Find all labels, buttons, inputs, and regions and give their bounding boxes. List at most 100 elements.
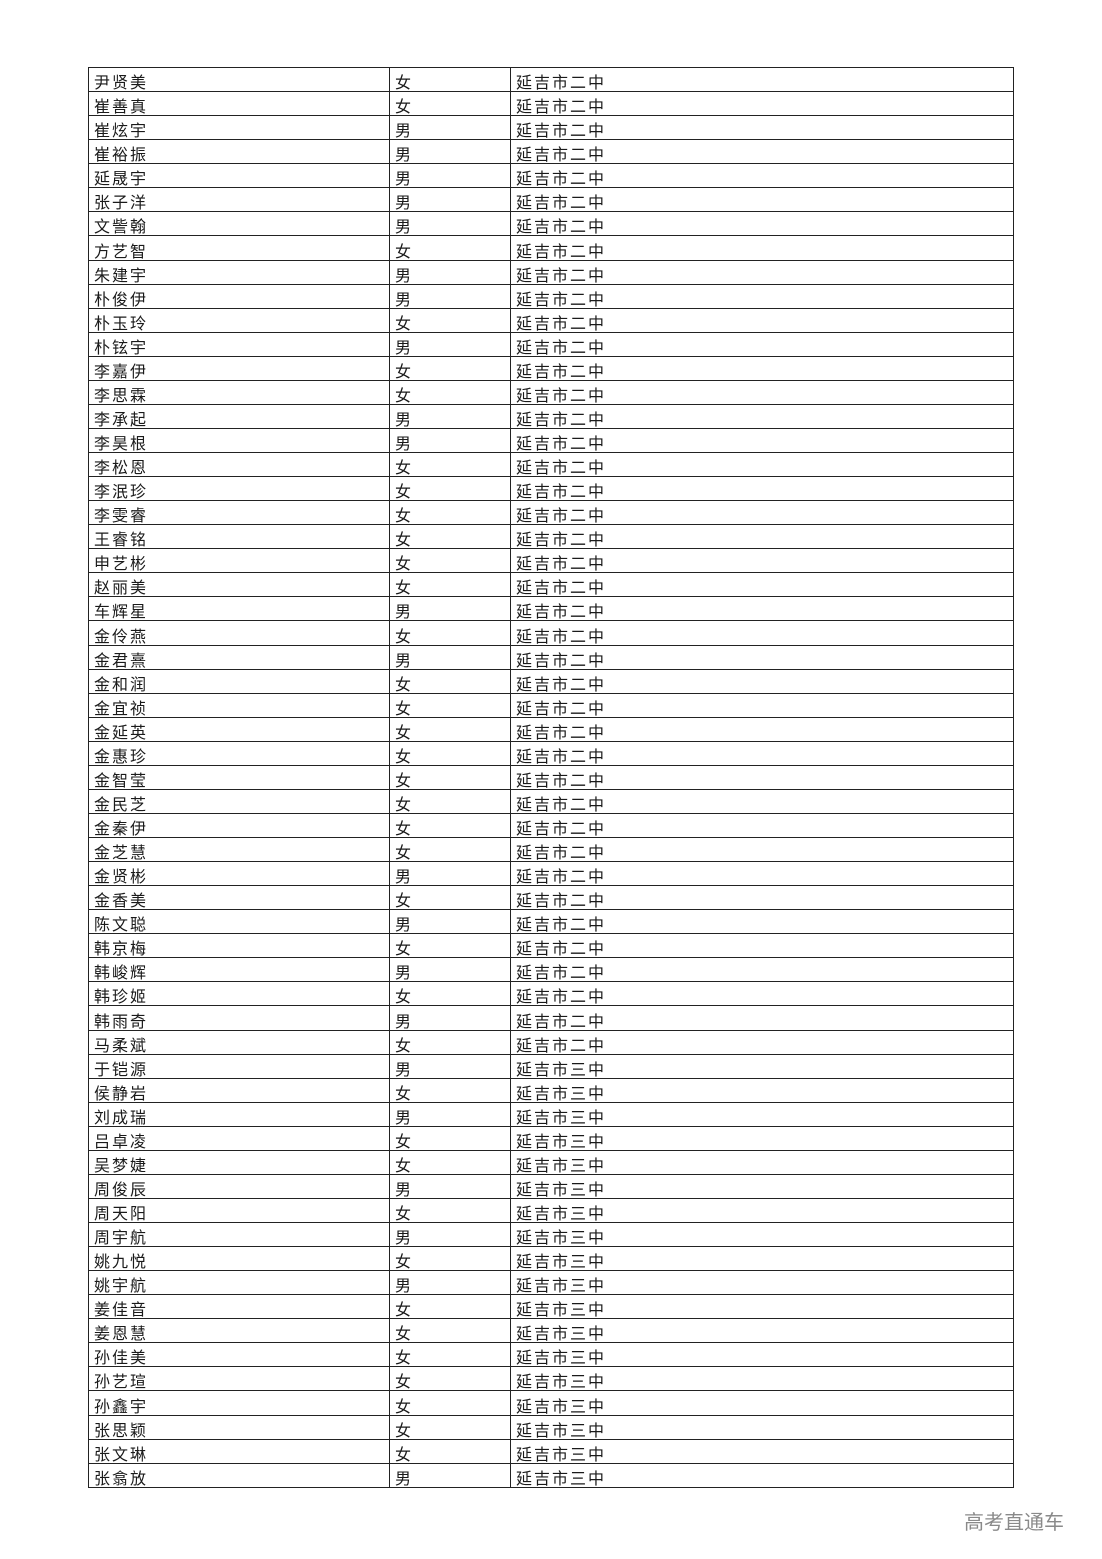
school-cell: 延吉市二中 — [510, 1029, 1014, 1055]
name-cell: 李昊根 — [88, 427, 390, 454]
table-row: 姚九悦女延吉市三中 — [88, 1246, 1014, 1272]
gender-cell: 女 — [389, 235, 511, 261]
watermark: 高考直通车 — [964, 1510, 1064, 1534]
table-row: 崔善真女延吉市二中 — [88, 91, 1014, 117]
name-cell: 周宇航 — [88, 1221, 390, 1248]
table-row: 吕卓凌女延吉市三中 — [88, 1125, 1014, 1151]
school-cell: 延吉市二中 — [510, 716, 1014, 742]
gender-cell: 女 — [389, 692, 511, 718]
table-row: 侯静岩女延吉市三中 — [88, 1077, 1014, 1103]
gender-cell: 女 — [389, 355, 511, 381]
gender-cell: 男 — [389, 331, 511, 357]
gender-cell: 男 — [389, 596, 511, 622]
table-row: 金惠珍女延吉市二中 — [88, 740, 1014, 766]
school-cell: 延吉市三中 — [510, 1390, 1014, 1416]
name-cell: 金和润 — [88, 668, 390, 694]
table-row: 姚宇航男延吉市三中 — [88, 1270, 1014, 1296]
name-cell: 金伶燕 — [88, 620, 390, 646]
table-row: 金芝慧女延吉市二中 — [88, 836, 1014, 863]
name-cell: 姜恩慧 — [88, 1318, 390, 1344]
table-row: 金君熹男延吉市二中 — [88, 644, 1014, 670]
name-cell: 孙鑫宇 — [88, 1390, 390, 1416]
gender-cell: 女 — [389, 524, 511, 550]
school-cell: 延吉市二中 — [510, 187, 1014, 213]
gender-cell: 女 — [389, 1366, 511, 1392]
gender-cell: 女 — [389, 1197, 511, 1224]
school-cell: 延吉市三中 — [510, 1125, 1014, 1151]
school-cell: 延吉市三中 — [510, 1077, 1014, 1103]
gender-cell: 女 — [389, 307, 511, 333]
table-row: 周俊辰男延吉市三中 — [88, 1173, 1014, 1199]
gender-cell: 男 — [389, 1221, 511, 1248]
table-row: 金民芝女延吉市二中 — [88, 788, 1014, 814]
table-row: 周天阳女延吉市三中 — [88, 1197, 1014, 1224]
gender-cell: 女 — [389, 476, 511, 502]
name-cell: 车辉星 — [88, 596, 390, 622]
school-cell: 延吉市三中 — [510, 1294, 1014, 1320]
gender-cell: 男 — [389, 187, 511, 213]
name-cell: 于铠源 — [88, 1053, 390, 1079]
name-cell: 张思颖 — [88, 1414, 390, 1440]
table-row: 金和润女延吉市二中 — [88, 668, 1014, 694]
name-cell: 李雯睿 — [88, 500, 390, 526]
name-cell: 张翕放 — [88, 1462, 390, 1488]
table-row: 崔裕振男延吉市二中 — [88, 139, 1014, 165]
school-cell: 延吉市三中 — [510, 1197, 1014, 1224]
table-row: 车辉星男延吉市二中 — [88, 596, 1014, 622]
gender-cell: 女 — [389, 788, 511, 814]
school-cell: 延吉市三中 — [510, 1246, 1014, 1272]
table-row: 马柔斌女延吉市二中 — [88, 1029, 1014, 1055]
gender-cell: 男 — [389, 139, 511, 165]
name-cell: 金智莹 — [88, 764, 390, 790]
name-cell: 金秦伊 — [88, 812, 390, 839]
school-cell: 延吉市二中 — [510, 307, 1014, 333]
table-row: 于铠源男延吉市三中 — [88, 1053, 1014, 1079]
gender-cell: 男 — [389, 861, 511, 887]
table-row: 金伶燕女延吉市二中 — [88, 620, 1014, 646]
table-row: 李松恩女延吉市二中 — [88, 451, 1014, 478]
name-cell: 孙佳美 — [88, 1342, 390, 1368]
gender-cell: 女 — [389, 1318, 511, 1344]
school-cell: 延吉市二中 — [510, 548, 1014, 574]
table-row: 张子洋男延吉市二中 — [88, 187, 1014, 213]
school-cell: 延吉市二中 — [510, 355, 1014, 381]
gender-cell: 男 — [389, 403, 511, 429]
name-cell: 韩峻辉 — [88, 957, 390, 983]
name-cell: 尹贤美 — [88, 66, 390, 93]
gender-cell: 女 — [389, 812, 511, 839]
gender-cell: 女 — [389, 716, 511, 742]
table-row: 李泯珍女延吉市二中 — [88, 476, 1014, 502]
name-cell: 周俊辰 — [88, 1173, 390, 1199]
table-row: 申艺彬女延吉市二中 — [88, 548, 1014, 574]
table-row: 延晟宇男延吉市二中 — [88, 163, 1014, 189]
name-cell: 朴玉玲 — [88, 307, 390, 333]
gender-cell: 女 — [389, 451, 511, 478]
school-cell: 延吉市二中 — [510, 403, 1014, 429]
school-cell: 延吉市三中 — [510, 1462, 1014, 1488]
table-row: 朴铉宇男延吉市二中 — [88, 331, 1014, 357]
name-cell: 吴梦婕 — [88, 1149, 390, 1175]
school-cell: 延吉市三中 — [510, 1342, 1014, 1368]
school-cell: 延吉市三中 — [510, 1173, 1014, 1199]
school-cell: 延吉市三中 — [510, 1318, 1014, 1344]
table-row: 王睿铭女延吉市二中 — [88, 524, 1014, 550]
name-cell: 朱建宇 — [88, 259, 390, 285]
school-cell: 延吉市二中 — [510, 909, 1014, 935]
school-cell: 延吉市三中 — [510, 1438, 1014, 1464]
name-cell: 金延英 — [88, 716, 390, 742]
school-cell: 延吉市二中 — [510, 644, 1014, 670]
school-cell: 延吉市二中 — [510, 620, 1014, 646]
table-row: 崔炫宇男延吉市二中 — [88, 115, 1014, 141]
table-row: 吴梦婕女延吉市三中 — [88, 1149, 1014, 1175]
name-cell: 申艺彬 — [88, 548, 390, 574]
table-row: 尹贤美女延吉市二中 — [88, 66, 1014, 93]
table-row: 张文琳女延吉市三中 — [88, 1438, 1014, 1464]
name-cell: 金香美 — [88, 885, 390, 911]
table-row: 李昊根男延吉市二中 — [88, 427, 1014, 454]
name-cell: 金宜祯 — [88, 692, 390, 718]
gender-cell: 女 — [389, 1414, 511, 1440]
gender-cell: 女 — [389, 740, 511, 766]
school-cell: 延吉市二中 — [510, 91, 1014, 117]
school-cell: 延吉市二中 — [510, 885, 1014, 911]
school-cell: 延吉市二中 — [510, 259, 1014, 285]
